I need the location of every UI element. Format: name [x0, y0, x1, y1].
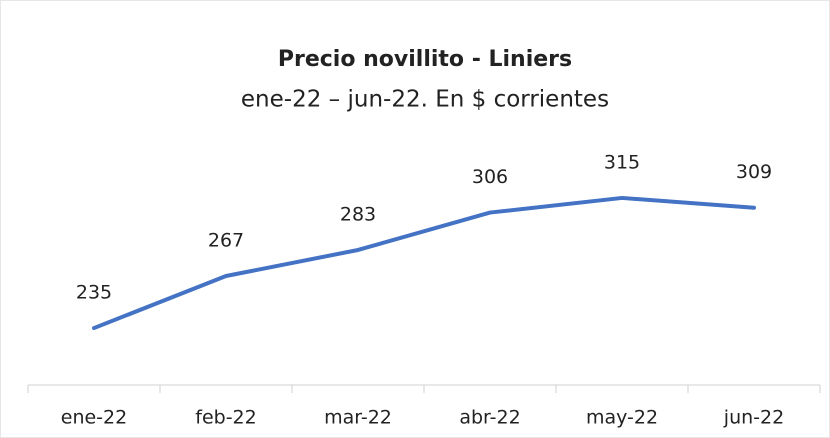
x-tick-label: ene-22 — [61, 407, 127, 429]
data-label: 235 — [76, 282, 112, 304]
data-label: 309 — [736, 161, 772, 183]
data-label: 283 — [340, 203, 376, 225]
data-label: 267 — [208, 230, 244, 252]
x-tick-label: may-22 — [586, 407, 658, 429]
x-tick-label: mar-22 — [324, 407, 392, 429]
series-line — [92, 195, 756, 331]
chart-subtitle: ene-22 – jun-22. En $ corrientes — [241, 87, 609, 113]
data-label: 315 — [604, 151, 640, 173]
x-tick-label: jun-22 — [723, 407, 784, 429]
data-label: 306 — [472, 166, 508, 188]
x-tick-label: abr-22 — [459, 407, 520, 429]
chart-title: Precio novillito - Liniers — [278, 47, 572, 72]
x-tick-label: feb-22 — [195, 407, 256, 429]
